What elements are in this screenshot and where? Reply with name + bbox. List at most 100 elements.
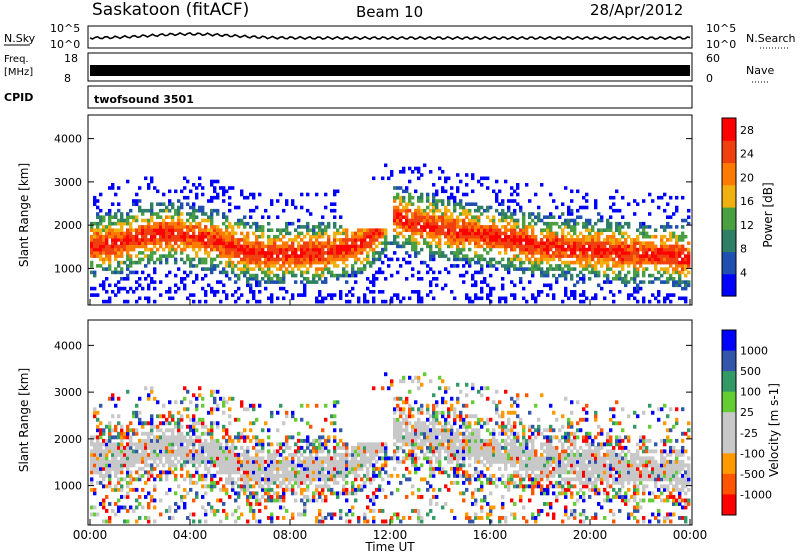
velocity-cell (408, 410, 412, 415)
power-cell (459, 225, 463, 229)
power-cell (333, 221, 337, 226)
velocity-cell (174, 491, 178, 496)
velocity-cell (267, 487, 271, 492)
velocity-cell (261, 487, 265, 492)
power-cell (627, 234, 631, 239)
velocity-cell (321, 477, 325, 482)
power-cell (540, 247, 544, 252)
power-cell (435, 251, 439, 255)
power-cell (660, 273, 664, 278)
power-cell (594, 241, 598, 245)
power-cell (585, 238, 589, 242)
velocity-cell (213, 463, 217, 468)
power-cell (108, 218, 112, 223)
velocity-cell (405, 421, 409, 426)
velocity-cell (174, 456, 178, 461)
power-cell (108, 296, 112, 301)
power-cell (363, 247, 367, 252)
power-cell (621, 241, 625, 245)
power-cell (420, 208, 424, 213)
power-cell (168, 254, 172, 258)
velocity-cell (357, 445, 361, 450)
power-cell (132, 241, 136, 245)
power-cell (678, 264, 682, 268)
power-cell (102, 283, 106, 288)
power-cell (249, 192, 253, 197)
power-cell (555, 251, 559, 255)
power-cell (585, 254, 589, 258)
power-cell (147, 231, 151, 236)
power-cell (435, 234, 439, 239)
velocity-cell (312, 466, 316, 471)
power-cell (93, 199, 97, 203)
velocity-cell (264, 470, 268, 475)
power-cell (156, 225, 160, 229)
power-cell (645, 231, 649, 236)
power-cell (138, 244, 142, 249)
power-cell (363, 293, 367, 297)
velocity-cell (183, 435, 187, 440)
velocity-cell (366, 470, 370, 475)
velocity-cell (165, 452, 169, 457)
power-cell (219, 241, 223, 245)
power-cell (684, 234, 688, 239)
power-cell (228, 195, 232, 200)
velocity-cell (414, 428, 418, 433)
power-cell (153, 238, 157, 242)
power-cell (282, 241, 286, 245)
power-cell (480, 231, 484, 236)
velocity-cell (135, 477, 139, 482)
power-cell (294, 254, 298, 258)
power-cell (516, 183, 520, 187)
power-cell (507, 267, 511, 271)
power-cell (351, 238, 355, 242)
velocity-cell (417, 466, 421, 471)
velocity-cell (429, 466, 433, 471)
power-cell (669, 251, 673, 255)
velocity-cell (354, 491, 358, 496)
velocity-cell (333, 428, 337, 433)
power-cell (183, 286, 187, 291)
power-cell (576, 241, 580, 245)
power-cell (558, 225, 562, 229)
velocity-cell (150, 470, 154, 475)
velocity-cell (243, 477, 247, 482)
velocity-cell (198, 393, 202, 398)
power-cell (570, 290, 574, 294)
power-cell (528, 234, 532, 239)
power-cell (657, 251, 661, 255)
power-cell (303, 247, 307, 252)
power-cell (225, 189, 229, 194)
velocity-cell (180, 442, 184, 447)
power-cell (246, 264, 250, 268)
power-cell (510, 186, 514, 190)
power-cell (306, 228, 310, 232)
velocity-cell (324, 473, 328, 478)
power-cell (144, 231, 148, 236)
power-cell (399, 202, 403, 206)
power-cell (627, 221, 631, 226)
power-cell (483, 257, 487, 262)
power-cell (531, 247, 535, 252)
power-cell (192, 218, 196, 223)
velocity-cell (261, 438, 265, 443)
power-cell (321, 215, 325, 219)
power-cell (252, 241, 256, 245)
power-colorbar-segment (722, 229, 736, 253)
velocity-cell (291, 473, 295, 478)
power-cell (609, 215, 613, 219)
power-cell (474, 215, 478, 219)
power-cell (330, 273, 334, 278)
velocity-cell (327, 449, 331, 454)
power-cell (351, 286, 355, 291)
power-cell (105, 244, 109, 249)
power-cell (294, 260, 298, 265)
power-cell (558, 241, 562, 245)
power-cell (672, 231, 676, 236)
power-cell (393, 234, 397, 239)
velocity-cell (114, 502, 118, 506)
power-cell (531, 273, 535, 278)
power-cell (414, 212, 418, 216)
power-cell (153, 234, 157, 239)
power-cell (651, 293, 655, 297)
